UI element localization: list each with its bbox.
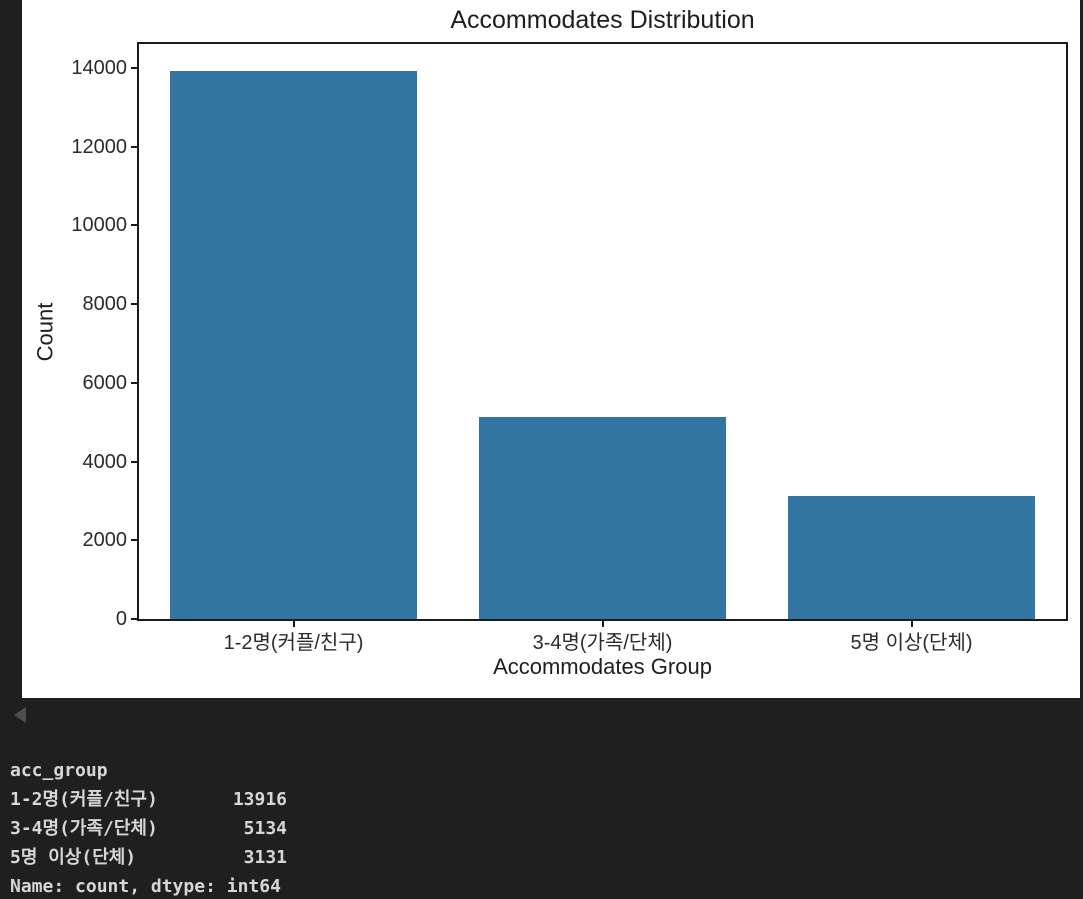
bar-1 (169, 71, 418, 619)
y-tick-mark (131, 145, 137, 148)
y-tick-label: 6000 (82, 371, 128, 394)
y-tick-mark (131, 67, 137, 70)
console-line: 1-2명(커플/친구) 13916 (10, 785, 650, 814)
x-tick-label: 1-2명(커플/친구) (223, 632, 364, 654)
plot-area: 0 2000 4000 6000 8000 10000 12000 14000 1-2명(커플/… (71, 42, 1068, 654)
bar-3 (787, 495, 1036, 619)
console-line-label: 5명 이상(단체) (10, 847, 137, 868)
y-tick-mark (131, 618, 137, 620)
y-tick-label: 8000 (82, 293, 128, 316)
x-tick-label: 5명 이상(단체) (850, 632, 973, 654)
console-line: 5명 이상(단체) 3131 (10, 843, 650, 872)
y-tick-label: 4000 (82, 450, 128, 473)
console-line-label: 1-2명(커플/친구) (10, 789, 158, 810)
y-tick-label: 0 (115, 608, 127, 630)
x-axis-label: Accommodates Group (493, 654, 712, 679)
y-tick-mark (131, 539, 137, 542)
y-tick-mark (131, 460, 137, 463)
console-line-label: 3-4명(가족/단체) (10, 818, 158, 839)
y-tick-mark (131, 303, 137, 306)
console-line: Name: count, dtype: int64 (10, 872, 650, 899)
console-line-label: acc_group (10, 760, 108, 781)
x-tick-label: 3-4명(가족/단체) (532, 632, 673, 654)
x-tick-mark (910, 621, 913, 627)
chart-title: Accommodates Distribution (450, 6, 755, 34)
y-tick-label: 10000 (71, 214, 127, 237)
x-tick-mark (601, 621, 604, 627)
console-line-value: 5134 (243, 818, 287, 839)
chart-figure: Accommodates Distribution Count 0 2000 400… (22, 0, 1080, 698)
console-line-value: 3131 (243, 847, 287, 868)
console-line: 3-4명(가족/단체) 5134 (10, 814, 650, 843)
console-line: acc_group (10, 756, 650, 785)
y-tick-mark (131, 381, 137, 384)
console-line-label: Name: count, dtype: int64 (10, 876, 281, 897)
y-tick-label: 14000 (71, 57, 127, 80)
collapse-output-icon[interactable] (14, 707, 26, 723)
console-output: acc_group 1-2명(커플/친구) 13916 3-4명(가족/단체) 5134… (10, 756, 650, 899)
bar-2 (478, 416, 727, 619)
console-line-value: 13916 (232, 789, 287, 810)
x-tick-mark (292, 621, 295, 627)
y-tick-mark (131, 224, 137, 227)
y-tick-label: 2000 (82, 529, 128, 552)
y-tick-label: 12000 (71, 135, 127, 158)
